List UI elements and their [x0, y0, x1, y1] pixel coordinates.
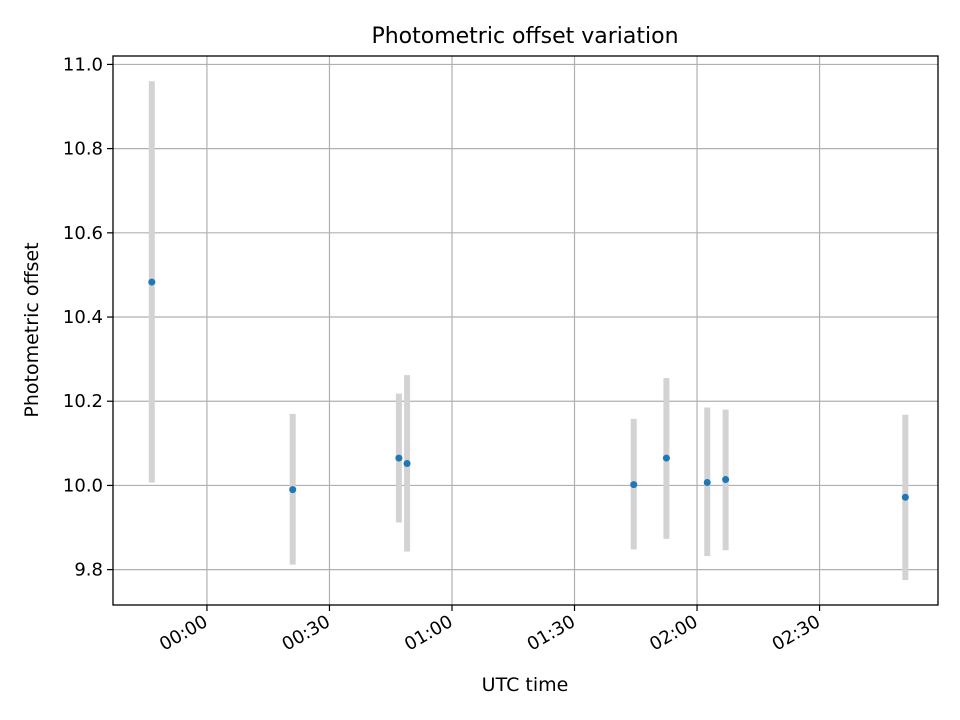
y-axis-title: Photometric offset [21, 242, 43, 417]
x-tick-label: 02:00 [646, 611, 701, 655]
y-tick-label: 10.6 [63, 223, 103, 244]
y-tick-label: 10.0 [63, 475, 103, 496]
data-point [901, 493, 909, 501]
y-axis-ticks: 9.8 10.0 10.2 10.4 10.6 10.8 11.0 [63, 54, 113, 581]
data-point [403, 460, 411, 468]
data-point [630, 481, 638, 489]
error-bars [148, 81, 909, 581]
x-tick-label: 01:30 [524, 611, 579, 655]
data-point [395, 454, 403, 462]
data-point [722, 476, 730, 484]
data-point [662, 454, 670, 462]
plot-frame [112, 55, 939, 606]
y-tick-label: 10.2 [63, 391, 103, 412]
data-point [289, 486, 297, 494]
x-axis-title: UTC time [482, 674, 569, 696]
y-tick-label: 11.0 [63, 54, 103, 75]
x-tick-label: 00:00 [156, 611, 211, 655]
x-tick-label: 02:30 [769, 611, 824, 655]
y-tick-label: 10.4 [63, 307, 103, 328]
data-point [148, 278, 156, 286]
x-axis-ticks: 00:00 00:30 01:00 01:30 02:00 02:30 [156, 605, 824, 655]
x-tick-label: 00:30 [279, 611, 334, 655]
x-tick-label: 01:00 [401, 611, 456, 655]
chart-title: Photometric offset variation [371, 24, 678, 49]
grid-lines [113, 56, 938, 605]
y-tick-label: 9.8 [74, 560, 103, 581]
y-tick-label: 10.8 [63, 139, 103, 160]
data-point [703, 478, 711, 486]
data-points [148, 278, 909, 501]
